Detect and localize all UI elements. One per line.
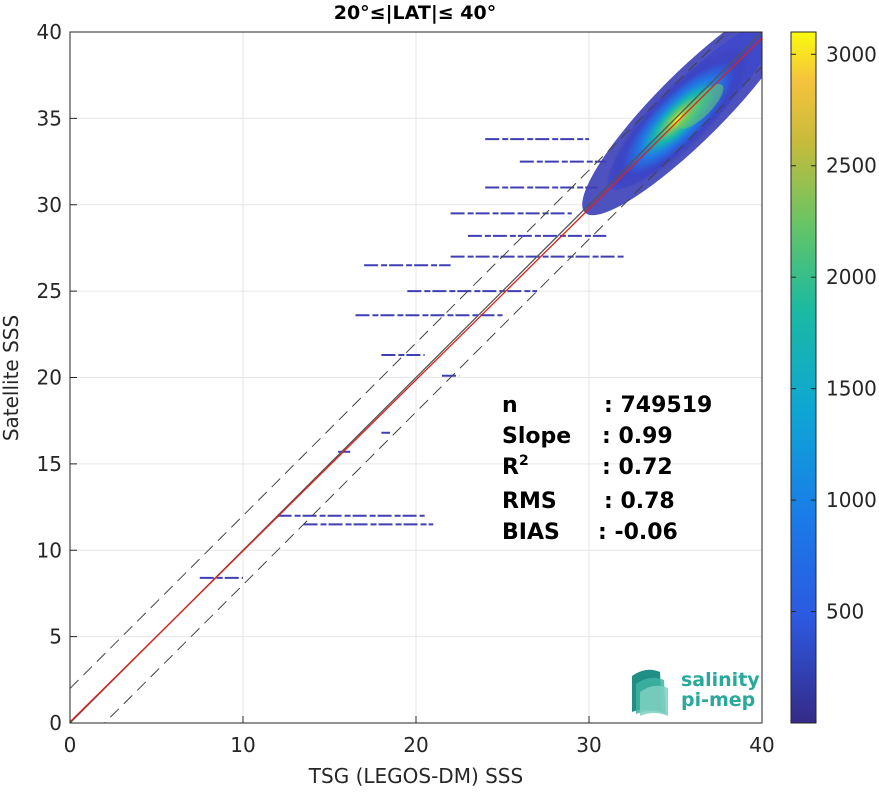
colorbar <box>790 31 817 724</box>
x-axis: 0 10 20 30 40 <box>64 716 775 757</box>
x-tick-label: 30 <box>576 733 601 757</box>
chart-title: 20°≤|LAT|≤ 40° <box>334 2 497 24</box>
colorbar-ticks: 500 1000 1500 2000 2500 3000 <box>791 42 877 624</box>
y-tick-label: 15 <box>37 452 62 476</box>
colorbar-tick-label: 1000 <box>826 488 877 512</box>
density-secondary-peak <box>678 84 724 129</box>
y-tick-label: 40 <box>37 20 62 44</box>
wave-logo-icon <box>632 669 668 716</box>
stat-label-superscript: 2 <box>519 453 529 469</box>
logo-text-salinity: salinity <box>681 669 760 691</box>
colorbar-tick-label: 2000 <box>826 265 877 289</box>
stat-value: : 0.72 <box>602 455 673 480</box>
colorbar-tick-label: 3000 <box>826 42 877 66</box>
colorbar-tick-label: 1500 <box>826 377 877 401</box>
reference-lines <box>70 32 762 723</box>
y-tick-label: 20 <box>37 366 62 390</box>
y-tick-label: 25 <box>37 279 62 303</box>
logo-text-pi-mep: pi-mep <box>681 689 755 711</box>
y-tick-label: 0 <box>49 711 62 735</box>
density-core <box>608 47 750 189</box>
x-tick-label: 40 <box>749 733 774 757</box>
colorbar-tick-label: 2500 <box>826 154 877 178</box>
stat-value: : 749519 <box>604 393 712 418</box>
salinity-pi-mep-logo: salinity pi-mep <box>632 669 760 716</box>
x-tick-label: 0 <box>64 733 77 757</box>
y-tick-label: 5 <box>49 625 62 649</box>
stat-label: Slope <box>502 424 571 449</box>
y-tick-label: 35 <box>37 106 62 130</box>
x-tick-label: 20 <box>403 733 428 757</box>
envelope-line <box>70 32 729 689</box>
stat-label: RMS <box>502 489 557 514</box>
stat-value: : 0.99 <box>602 424 673 449</box>
stat-label: n <box>502 393 518 418</box>
density-cloud <box>582 32 762 216</box>
x-axis-label: TSG (LEGOS-DM) SSS <box>308 764 523 788</box>
colorbar-tick-label: 500 <box>826 600 864 624</box>
x-tick-label: 10 <box>230 733 255 757</box>
stat-label: BIAS <box>502 520 560 545</box>
y-axis: 0 5 10 15 20 25 30 35 40 <box>37 20 77 735</box>
reference-line <box>70 37 762 723</box>
envelope-line <box>103 66 762 723</box>
stat-value: : 0.78 <box>604 489 675 514</box>
y-tick-label: 30 <box>37 193 62 217</box>
stat-value: : -0.06 <box>598 520 678 545</box>
y-axis-label: Satellite SSS <box>0 315 23 441</box>
y-tick-label: 10 <box>37 538 62 562</box>
